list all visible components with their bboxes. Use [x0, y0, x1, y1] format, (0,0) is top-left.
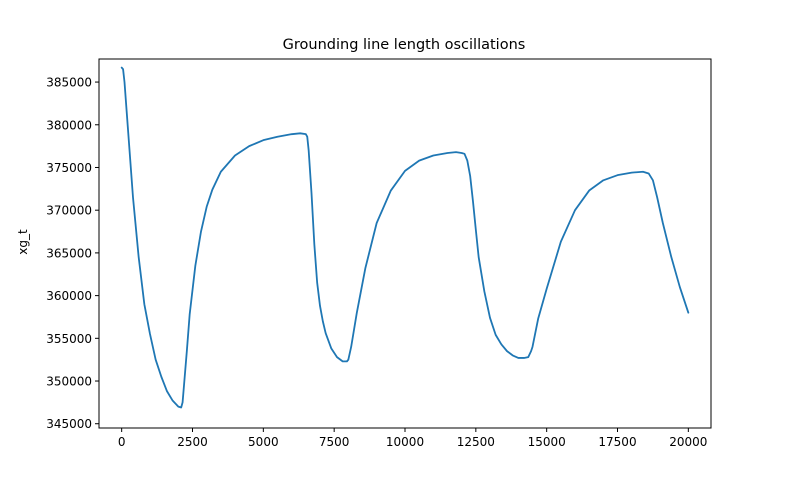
- x-tick-label: 7500: [319, 435, 350, 449]
- x-tick-label: 12500: [457, 435, 495, 449]
- y-tick-label: 355000: [46, 332, 92, 346]
- y-axis-ticks: 345000 350000 355000 360000 365000 370000 3750…: [46, 76, 99, 431]
- x-axis-ticks: 0 2500 5000 7500 10000 12500 15000 17500 20000: [118, 428, 707, 449]
- y-axis-label: xg_t: [16, 229, 30, 255]
- x-tick-label: 15000: [528, 435, 566, 449]
- y-tick-label: 375000: [46, 161, 92, 175]
- x-tick-label: 0: [118, 435, 126, 449]
- plot-frame: [98, 58, 712, 429]
- x-tick-label: 20000: [669, 435, 707, 449]
- chart-title: Grounding line length oscillations: [283, 37, 526, 53]
- x-tick-label: 2500: [177, 435, 208, 449]
- y-tick-label: 350000: [46, 375, 92, 389]
- x-tick-label: 17500: [598, 435, 636, 449]
- x-tick-label: 10000: [386, 435, 424, 449]
- y-tick-label: 385000: [46, 76, 92, 90]
- y-tick-label: 345000: [46, 417, 92, 431]
- y-tick-label: 365000: [46, 246, 92, 260]
- y-tick-label: 360000: [46, 289, 92, 303]
- series-line: [120, 66, 690, 409]
- y-tick-label: 370000: [46, 204, 92, 218]
- y-tick-label: 380000: [46, 118, 92, 132]
- x-tick-label: 5000: [248, 435, 279, 449]
